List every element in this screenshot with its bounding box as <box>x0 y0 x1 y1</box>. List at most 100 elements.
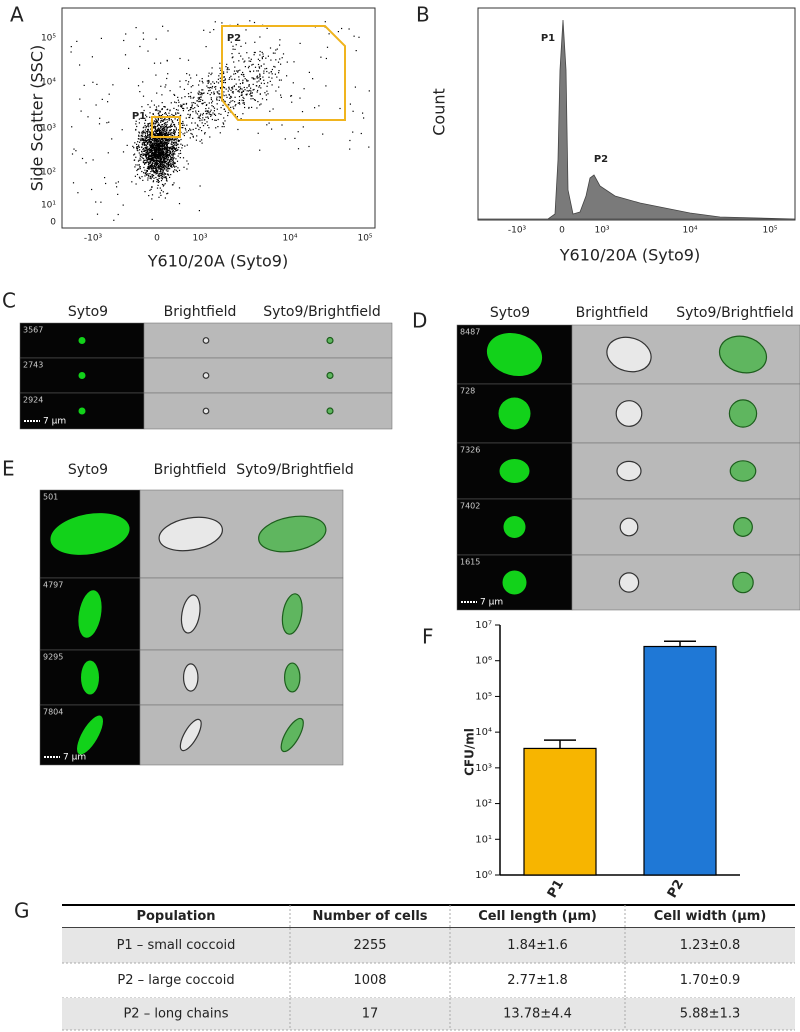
scatter-dot <box>153 125 155 127</box>
scatter-dot <box>202 112 204 115</box>
scatter-dot <box>157 124 159 127</box>
scatter-dot <box>149 143 151 145</box>
scatter-dot <box>161 156 164 158</box>
column-header: Syto9/Brightfield <box>676 305 794 321</box>
scatter-dot <box>171 132 173 134</box>
scatter-dot <box>169 90 171 92</box>
scatter-dot <box>149 151 151 154</box>
scatter-dot <box>243 102 245 104</box>
scatter-dot <box>171 154 173 156</box>
scatter-dot <box>152 169 154 171</box>
scatter-dot <box>173 114 175 117</box>
scatter-dot <box>192 135 194 137</box>
scatter-dot <box>238 79 240 81</box>
scatter-dot <box>147 124 150 126</box>
gate-p1 <box>151 116 181 138</box>
scatter-dot <box>157 167 159 169</box>
scatter-dot <box>326 46 329 48</box>
scatter-dot <box>147 153 149 155</box>
scatter-dot <box>179 150 181 152</box>
scatter-dot <box>240 118 242 120</box>
scatter-dot <box>142 139 144 141</box>
scatter-dot <box>168 131 170 133</box>
scatter-dot <box>160 139 163 141</box>
scatter-dot <box>200 96 202 98</box>
scatter-dot <box>266 99 268 101</box>
scatter-dot <box>165 133 167 135</box>
scatter-dot <box>150 161 152 163</box>
scatter-dot <box>166 128 168 130</box>
scatter-dot <box>147 130 149 132</box>
scatter-dot <box>155 159 158 161</box>
scatter-dot <box>265 57 267 59</box>
scatter-dot <box>214 113 216 115</box>
scatter-dot <box>142 154 144 156</box>
scatter-dot <box>166 131 168 133</box>
scatter-dot <box>171 113 173 116</box>
scatter-dot <box>165 149 167 151</box>
scatter-dot <box>178 129 180 131</box>
scatter-dot <box>188 96 190 98</box>
scatter-dot <box>95 201 97 203</box>
scatter-dot <box>169 132 172 134</box>
scatter-dot <box>244 78 246 80</box>
scatter-dot <box>238 102 240 104</box>
scatter-dot <box>147 146 149 148</box>
table-cell: 5.88±1.3 <box>680 1007 741 1022</box>
scatter-dot <box>154 138 156 140</box>
scatter-dot <box>163 106 165 108</box>
scatter-dot <box>158 148 160 150</box>
scatter-dot <box>155 164 157 166</box>
scatter-dot <box>151 100 153 102</box>
cell-bright <box>202 372 210 379</box>
scatter-dot <box>145 152 147 154</box>
scatter-dot <box>204 101 206 104</box>
scatter-dot <box>137 141 139 143</box>
scatter-dot <box>159 153 162 155</box>
scatter-dot <box>149 134 151 136</box>
scatter-dot <box>229 102 231 104</box>
scatter-dot <box>170 156 172 158</box>
scatter-dot <box>213 107 216 109</box>
scatter-dot <box>159 167 162 169</box>
scatter-dot <box>248 90 250 92</box>
scatter-dot <box>146 147 148 149</box>
scatter-dot <box>259 149 261 151</box>
scatter-dot <box>157 179 159 181</box>
scatter-dot <box>185 117 187 119</box>
scatter-dot <box>159 130 161 132</box>
scatter-dot <box>168 126 171 128</box>
scatter-dot <box>196 135 198 137</box>
scatter-dot <box>198 210 200 212</box>
scatter-dot <box>211 114 213 116</box>
scatter-dot <box>159 124 161 126</box>
scatter-dot <box>235 104 237 106</box>
scatter-dot <box>227 112 229 114</box>
scatter-dot <box>174 131 176 133</box>
cell-overlay <box>326 371 334 380</box>
scatter-dot <box>162 185 164 187</box>
scatter-dot <box>149 189 151 191</box>
scatter-dot <box>266 90 268 92</box>
scatter-dot <box>158 164 160 166</box>
scatter-dot <box>320 56 322 58</box>
scatter-dot <box>184 145 186 147</box>
scatter-dot <box>176 119 179 121</box>
scatter-dot <box>279 58 281 60</box>
scatter-dot <box>219 67 221 69</box>
scatter-dot <box>164 183 166 185</box>
scatter-dot <box>214 21 216 23</box>
scatter-dot <box>143 138 145 140</box>
scatter-dot <box>341 27 343 30</box>
scatter-dot <box>252 83 254 85</box>
scatter-dot <box>258 66 260 68</box>
scatter-dot <box>162 175 164 177</box>
scatter-dot <box>256 85 258 87</box>
scatter-dot <box>165 143 167 145</box>
scatter-dot <box>166 154 169 156</box>
scatter-dot <box>153 139 155 141</box>
scatter-dot <box>202 114 204 116</box>
scatter-dot <box>242 90 245 92</box>
scatter-dot <box>168 162 170 164</box>
scatter-dot <box>161 131 164 133</box>
